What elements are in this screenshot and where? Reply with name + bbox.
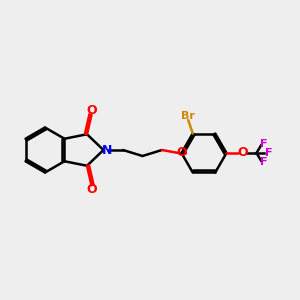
Text: O: O [86,104,97,117]
Text: F: F [260,139,268,149]
Text: Br: Br [181,110,195,121]
Text: O: O [238,146,248,160]
Text: F: F [265,148,272,158]
Text: O: O [177,146,188,160]
Text: N: N [102,143,112,157]
Text: O: O [86,183,97,196]
Text: F: F [260,157,268,167]
